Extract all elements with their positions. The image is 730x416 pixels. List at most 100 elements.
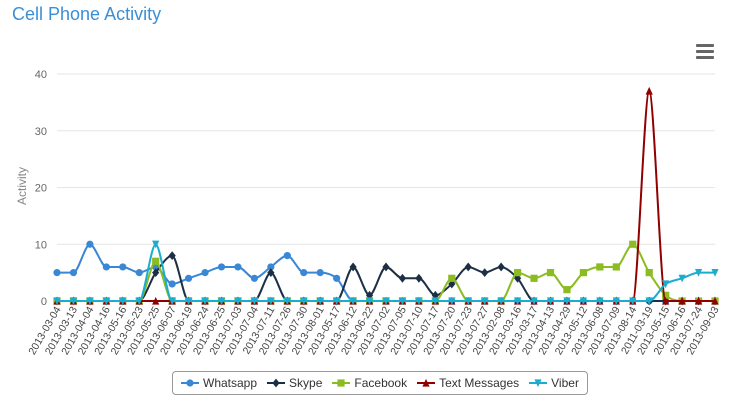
legend-label: Whatsapp bbox=[203, 376, 258, 390]
data-point bbox=[431, 297, 439, 306]
data-point bbox=[464, 297, 472, 306]
legend-item-whatsapp[interactable]: Whatsapp bbox=[181, 376, 257, 390]
data-point bbox=[333, 274, 341, 282]
data-point bbox=[662, 280, 670, 289]
series-layer bbox=[53, 86, 719, 306]
data-point bbox=[119, 263, 127, 271]
data-point bbox=[563, 286, 571, 294]
y-tick-label: 10 bbox=[35, 239, 47, 251]
data-point bbox=[185, 274, 193, 282]
data-point bbox=[481, 297, 489, 306]
data-point bbox=[497, 262, 505, 272]
legend-item-skype[interactable]: Skype bbox=[267, 376, 322, 390]
data-point bbox=[250, 297, 258, 306]
legend-symbol-icon bbox=[529, 379, 548, 388]
data-point bbox=[579, 269, 587, 277]
data-point bbox=[382, 297, 390, 306]
data-point bbox=[694, 296, 703, 305]
data-point bbox=[612, 263, 620, 271]
data-point bbox=[333, 297, 341, 306]
series-viber bbox=[53, 240, 719, 306]
data-point bbox=[267, 297, 275, 306]
legend-item-text-messages[interactable]: Text Messages bbox=[417, 376, 519, 390]
data-point bbox=[53, 269, 61, 277]
data-point bbox=[349, 262, 357, 272]
data-point bbox=[250, 274, 258, 282]
data-point bbox=[152, 257, 160, 265]
data-point bbox=[201, 269, 209, 277]
data-point bbox=[365, 297, 374, 306]
data-point bbox=[530, 274, 538, 282]
data-point bbox=[53, 297, 61, 306]
data-point bbox=[234, 297, 242, 306]
data-point bbox=[217, 263, 226, 271]
data-point bbox=[662, 296, 670, 305]
data-point bbox=[102, 263, 110, 271]
data-point bbox=[267, 263, 275, 271]
data-point bbox=[152, 268, 160, 278]
legend-symbol-icon bbox=[417, 378, 436, 387]
y-tick-label: 0 bbox=[41, 296, 47, 308]
data-point bbox=[546, 297, 555, 306]
data-point bbox=[448, 297, 456, 306]
data-point bbox=[300, 269, 308, 277]
data-point bbox=[283, 297, 291, 306]
data-point bbox=[645, 86, 653, 95]
data-point bbox=[168, 297, 176, 306]
data-point bbox=[267, 268, 275, 278]
data-point bbox=[349, 297, 357, 306]
legend-symbol-icon bbox=[181, 379, 199, 387]
data-point bbox=[629, 297, 637, 306]
data-point bbox=[168, 251, 176, 260]
data-point bbox=[201, 297, 209, 306]
data-point bbox=[448, 274, 456, 282]
legend-item-facebook[interactable]: Facebook bbox=[332, 376, 407, 390]
data-point bbox=[86, 240, 94, 248]
data-point bbox=[135, 269, 143, 277]
data-point bbox=[382, 262, 390, 272]
data-point bbox=[612, 297, 620, 306]
legend: Whatsapp Skype Facebook Text Messages Viber bbox=[172, 371, 588, 395]
legend-symbol-icon bbox=[332, 379, 351, 387]
legend-item-viber[interactable]: Viber bbox=[529, 376, 579, 390]
y-tick-label: 20 bbox=[35, 183, 47, 195]
data-point bbox=[546, 269, 555, 277]
data-point bbox=[398, 273, 407, 283]
y-axis-ticks: 0 10 20 30 40 bbox=[35, 69, 47, 308]
data-point bbox=[415, 297, 423, 306]
chart-title: Cell Phone Activity bbox=[12, 4, 162, 24]
data-point bbox=[398, 297, 407, 306]
hamburger-menu-icon[interactable] bbox=[696, 44, 714, 60]
data-point bbox=[283, 252, 291, 260]
data-point bbox=[711, 269, 719, 277]
data-point bbox=[316, 269, 324, 277]
data-point bbox=[316, 297, 324, 306]
data-point bbox=[530, 297, 538, 306]
data-point bbox=[69, 269, 78, 277]
data-point bbox=[645, 297, 653, 306]
y-tick-label: 30 bbox=[35, 126, 47, 138]
data-point bbox=[481, 268, 489, 278]
data-point bbox=[102, 297, 110, 306]
data-point bbox=[678, 274, 686, 283]
data-point bbox=[86, 297, 94, 306]
legend-label: Text Messages bbox=[439, 376, 520, 390]
data-point bbox=[431, 290, 439, 300]
data-point bbox=[579, 297, 587, 306]
data-point bbox=[694, 269, 703, 277]
data-point bbox=[678, 296, 686, 305]
legend-label: Viber bbox=[551, 376, 579, 390]
data-point bbox=[711, 296, 719, 305]
data-point bbox=[464, 262, 472, 272]
y-axis-label: Activity bbox=[15, 167, 29, 205]
data-point bbox=[497, 297, 505, 306]
y-tick-label: 40 bbox=[35, 69, 47, 81]
data-point bbox=[645, 269, 653, 277]
data-point bbox=[514, 269, 522, 277]
data-point bbox=[596, 263, 604, 271]
data-point bbox=[596, 297, 604, 306]
data-point bbox=[152, 296, 160, 305]
data-point bbox=[217, 297, 226, 306]
legend-label: Skype bbox=[289, 376, 323, 390]
